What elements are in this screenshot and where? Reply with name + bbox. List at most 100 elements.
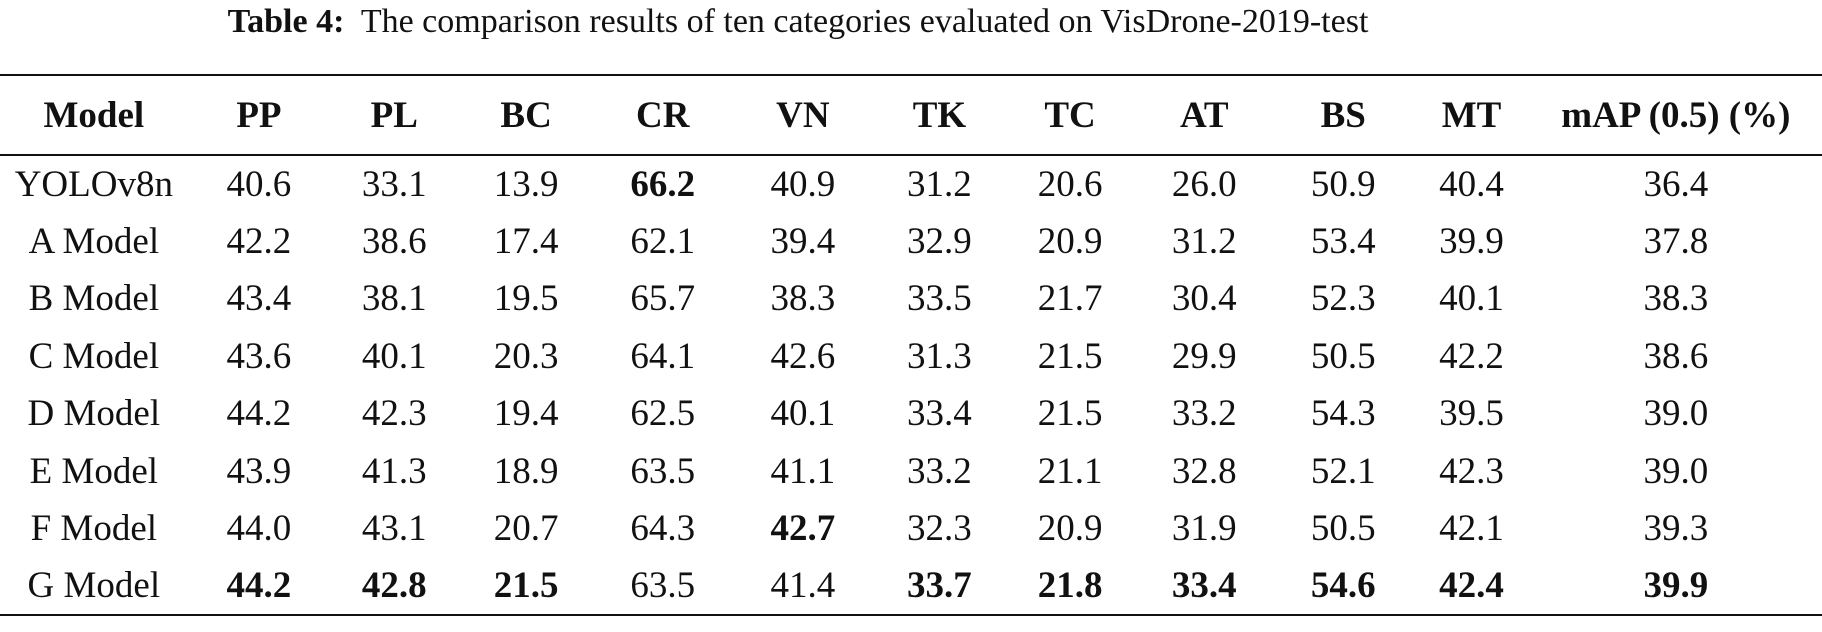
cell-bs: 53.4 (1310, 220, 1376, 262)
cell-bc: 17.4 (493, 220, 559, 262)
model-name-cell: E Model (29, 450, 159, 492)
cell-pp: 44.2 (187, 557, 331, 616)
table-row: A Model 42.2 38.6 17.4 62.1 39.4 32.9 20.9 31.2 5… (0, 213, 1822, 271)
caption-text: The comparison results of ten categories… (360, 3, 1369, 40)
header-map: mAP (0.5) (%) (1529, 74, 1822, 156)
cell-pl: 38.6 (361, 220, 427, 262)
cell-map: 39.9 (1529, 557, 1822, 616)
cell-bc: 18.9 (493, 450, 559, 492)
cell-vn: 40.9 (770, 163, 836, 205)
table-row: YOLOv8n 40.6 33.1 13.9 66.2 40.9 31.2 20.6 26.0 5… (0, 155, 1822, 213)
cell-cr: 62.5 (630, 393, 696, 435)
header-tc: TC (1004, 74, 1136, 156)
cell-pp: 40.6 (226, 163, 292, 205)
cell-bc: 21.5 (458, 557, 594, 616)
cell-vn: 42.7 (770, 508, 836, 550)
cell-pl: 38.1 (361, 278, 427, 320)
model-name-cell: F Model (30, 508, 158, 550)
cell-vn: 39.4 (770, 220, 836, 262)
cell-mt: 40.1 (1439, 278, 1504, 320)
cell-bc: 19.4 (493, 393, 559, 435)
cell-tk: 33.4 (907, 393, 972, 435)
model-name-cell: C Model (28, 335, 160, 377)
cell-pp: 43.6 (226, 335, 292, 377)
cell-map: 37.8 (1643, 220, 1709, 262)
header-bc: BC (458, 74, 594, 156)
cell-at: 31.9 (1171, 508, 1237, 550)
header-cr: CR (593, 74, 732, 156)
cell-vn: 41.4 (731, 557, 875, 616)
cell-mt: 40.4 (1439, 163, 1504, 205)
cell-pp: 42.2 (226, 220, 292, 262)
model-name-cell: B Model (28, 278, 160, 320)
cell-map: 39.0 (1643, 450, 1709, 492)
model-name-cell: G Model (0, 557, 188, 616)
cell-mt: 42.3 (1439, 450, 1504, 492)
table-header: Model PP PL BC CR VN TK TC AT BS MT mAP … (0, 74, 1822, 156)
cell-vn: 38.3 (770, 278, 836, 320)
cell-mt: 42.2 (1439, 335, 1504, 377)
cell-mt: 42.1 (1439, 508, 1504, 550)
cell-cr: 66.2 (630, 163, 696, 205)
cell-cr: 63.5 (593, 557, 732, 616)
table-row: C Model 43.6 40.1 20.3 64.1 42.6 31.3 21.5 29.9 5… (0, 328, 1822, 386)
cell-at: 32.8 (1171, 450, 1237, 492)
cell-tc: 21.5 (1037, 335, 1103, 377)
header-vn: VN (731, 74, 875, 156)
cell-map: 39.3 (1643, 508, 1709, 550)
cell-tc: 20.6 (1037, 163, 1103, 205)
cell-vn: 42.6 (770, 335, 836, 377)
header-pl: PL (330, 74, 459, 156)
cell-bs: 50.5 (1310, 335, 1376, 377)
cell-pp: 44.0 (226, 508, 292, 550)
cell-pl: 33.1 (361, 163, 427, 205)
cell-at: 33.2 (1171, 393, 1237, 435)
cell-pp: 43.9 (226, 450, 292, 492)
cell-at: 26.0 (1171, 163, 1237, 205)
caption-label: Table 4: (227, 3, 345, 40)
header-at: AT (1135, 74, 1274, 156)
model-name-cell: A Model (28, 220, 160, 262)
table-row: D Model 44.2 42.3 19.4 62.5 40.1 33.4 21.5 33.2 5… (0, 385, 1822, 443)
cell-bc: 19.5 (493, 278, 559, 320)
cell-bs: 50.5 (1310, 508, 1376, 550)
cell-pl: 41.3 (361, 450, 427, 492)
table-row: E Model 43.9 41.3 18.9 63.5 41.1 33.2 21.1 32.8 5… (0, 443, 1822, 501)
cell-at: 30.4 (1171, 278, 1237, 320)
cell-pl: 42.8 (330, 557, 459, 616)
cell-tc: 21.1 (1037, 450, 1103, 492)
cell-at: 29.9 (1171, 335, 1237, 377)
cell-tk: 32.9 (907, 220, 972, 262)
cell-cr: 62.1 (630, 220, 696, 262)
model-name-cell: D Model (27, 393, 161, 435)
header-row: Model PP PL BC CR VN TK TC AT BS MT mAP … (0, 74, 1822, 156)
cell-pp: 43.4 (226, 278, 292, 320)
cell-cr: 65.7 (630, 278, 696, 320)
cell-pl: 43.1 (361, 508, 427, 550)
cell-cr: 64.3 (630, 508, 696, 550)
cell-bc: 20.7 (493, 508, 559, 550)
cell-mt: 42.4 (1413, 557, 1530, 616)
header-pp: PP (187, 74, 331, 156)
cell-cr: 63.5 (630, 450, 696, 492)
cell-tk: 31.3 (907, 335, 972, 377)
cell-mt: 39.9 (1439, 220, 1504, 262)
table-row: F Model 44.0 43.1 20.7 64.3 42.7 32.3 20.9 31.9 5… (0, 500, 1822, 558)
header-model: Model (0, 74, 188, 156)
table-row: G Model 44.2 42.8 21.5 63.5 41.4 33.7 21.8 33.4 5… (0, 557, 1822, 616)
cell-tc: 20.9 (1037, 220, 1103, 262)
cell-at: 31.2 (1171, 220, 1237, 262)
cell-pl: 42.3 (361, 393, 427, 435)
cell-mt: 39.5 (1439, 393, 1504, 435)
cell-bs: 52.1 (1310, 450, 1376, 492)
cell-pl: 40.1 (361, 335, 427, 377)
cell-map: 38.3 (1643, 278, 1709, 320)
header-mt: MT (1413, 74, 1530, 156)
cell-at: 33.4 (1135, 557, 1274, 616)
model-name-cell: YOLOv8n (14, 163, 173, 205)
cell-tc: 21.8 (1004, 557, 1136, 616)
cell-bs: 54.6 (1273, 557, 1414, 616)
cell-cr: 64.1 (630, 335, 696, 377)
cell-bs: 52.3 (1310, 278, 1376, 320)
cell-tk: 33.7 (874, 557, 1005, 616)
